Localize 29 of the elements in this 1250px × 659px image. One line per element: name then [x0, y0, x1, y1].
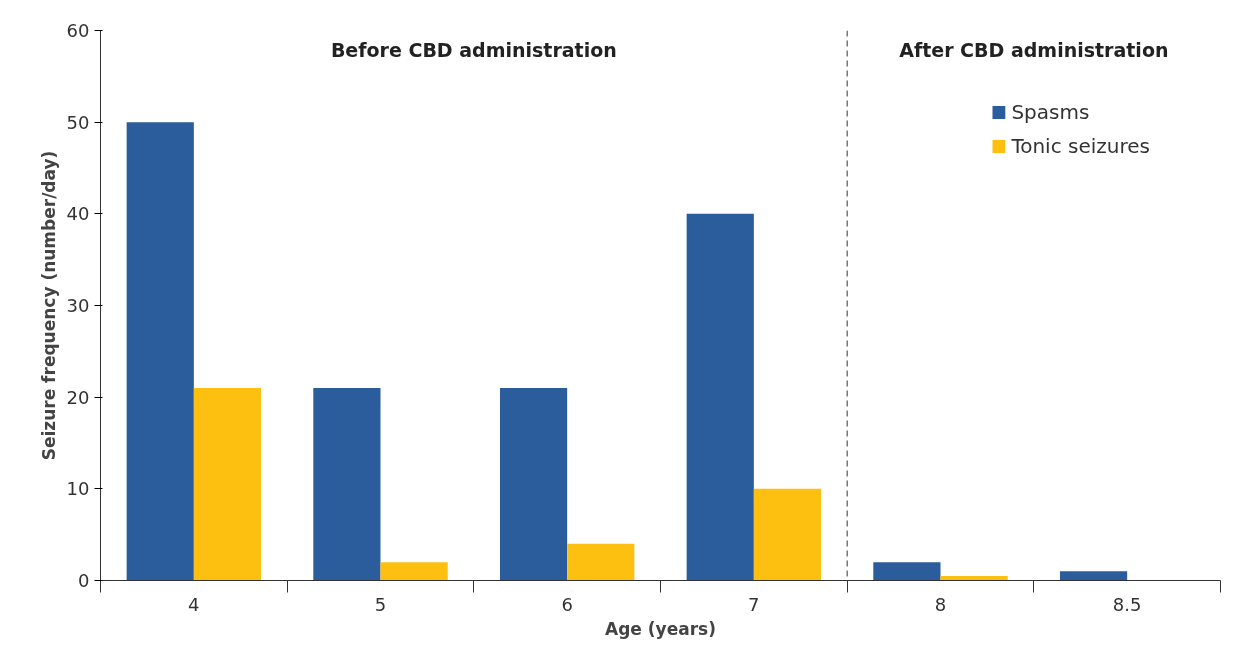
y-tick-label: 20: [66, 386, 90, 408]
x-tick-label: 8: [934, 593, 947, 615]
bar: [686, 213, 754, 581]
y-tick-label: 40: [66, 203, 90, 225]
x-tick-label: 5: [374, 593, 387, 615]
y-tick-label: 60: [66, 20, 90, 41]
bar: [499, 388, 568, 581]
bar: [753, 488, 822, 581]
y-axis-title: Seizure frequency (number/day): [38, 150, 59, 461]
annotation: Before CBD administration: [330, 38, 617, 61]
bar: [567, 543, 635, 581]
y-tick-label: 10: [66, 478, 90, 500]
legend-label: Tonic seizures: [1011, 134, 1150, 158]
x-tick-label: 6: [561, 593, 573, 615]
bar: [313, 388, 381, 581]
y-tick-label: 0: [78, 570, 90, 591]
bar: [380, 562, 448, 581]
legend-label: Spasms: [1011, 100, 1090, 124]
y-tick-label: 50: [66, 111, 90, 133]
bar: [193, 388, 262, 581]
x-tick-label: 4: [188, 593, 200, 615]
x-tick-label: 7: [748, 593, 760, 615]
bar: [873, 562, 941, 581]
x-tick-label: 8.5: [1112, 593, 1142, 615]
bar: [1059, 571, 1128, 581]
bar: [126, 122, 194, 581]
x-axis-title: Age (years): [605, 618, 716, 639]
y-tick-label: 30: [66, 295, 90, 316]
annotation: After CBD administration: [899, 38, 1169, 61]
